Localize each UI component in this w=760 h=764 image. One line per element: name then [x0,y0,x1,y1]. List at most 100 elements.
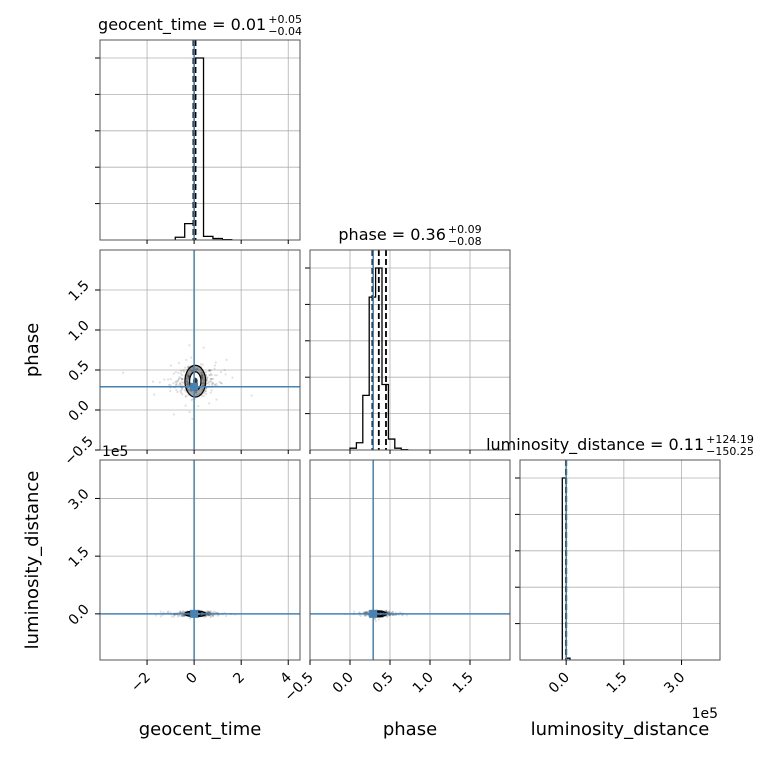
sample-point-2-251 [385,611,388,614]
sample-point-1-177 [181,611,184,614]
sample-point-0-251 [180,383,183,386]
sample-point-0-237 [213,367,216,370]
sample-point-0-94 [187,366,190,369]
sample-point-0-259 [176,379,179,383]
sample-point-2-333 [385,609,388,612]
sample-point-0-127 [201,373,204,376]
sample-point-0-86 [203,379,206,382]
sample-point-0-160 [177,377,181,380]
sample-point-0-284 [186,383,189,386]
xaxis-label-phase: phase [383,719,437,740]
sample-point-1-306 [203,615,206,619]
sample-point-2-343 [405,614,408,617]
sample-point-1-99 [181,610,185,613]
sample-point-0-19 [182,381,185,384]
sample-point-0-300 [202,380,205,383]
sample-point-2-252 [352,610,356,613]
sample-point-0-24 [178,375,181,379]
sample-point-0-202 [186,383,189,386]
sample-point-1-111 [216,614,219,617]
truth-marker-2 [369,609,378,618]
sample-point-0-360 [204,387,208,390]
sample-point-1-356 [182,610,185,614]
sample-point-0-257 [175,382,178,386]
sample-point-2-170 [367,610,370,613]
sample-point-0-236 [187,389,190,392]
sample-point-1-340 [205,614,208,618]
sample-point-1-216 [179,610,182,613]
sample-point-0-410 [202,382,205,385]
sample-point-0-396 [201,371,204,374]
sample-point-1-235 [182,614,185,617]
sample-point-1-102 [188,617,191,620]
sample-point-0-84 [218,380,221,384]
sample-point-2-383 [385,609,388,612]
xtick-label-phase-4: 1.5 [450,670,477,697]
sample-point-0-332 [180,388,183,391]
sample-point-2-112 [391,610,395,614]
sample-point-0-252 [180,377,184,380]
sample-point-0-384 [209,368,212,372]
sample-point-0-306 [197,405,200,408]
sample-point-0-266 [202,374,205,377]
truth-marker-1 [190,609,199,618]
sample-point-0-201 [205,377,208,380]
sample-point-0-335 [185,380,189,383]
sample-point-0-196 [250,394,253,397]
sample-point-1-0 [211,614,214,618]
sample-point-2-224 [358,611,361,614]
title-main-geocent_time: geocent_time = 0.01 [98,15,266,35]
sample-point-0-359 [174,380,177,383]
yaxis-label-luminosity_distance: luminosity_distance [22,471,43,650]
sample-point-0-402 [200,371,204,374]
title-plus-phase: +0.09 [448,223,482,236]
sample-point-2-229 [359,614,362,617]
sample-point-0-208 [185,378,188,382]
sample-point-0-112 [224,373,227,376]
sample-point-0-90 [185,368,188,371]
panel-frame-2 [309,459,511,661]
sample-point-0-185 [215,382,218,386]
sample-point-0-329 [153,393,156,396]
sample-point-0-96 [177,378,181,381]
title-phase: phase = 0.36 +0.09−0.08 [338,223,481,248]
sample-point-0-22 [187,381,190,385]
sample-point-0-108 [191,398,194,401]
sample-point-1-371 [159,610,162,613]
sample-point-1-70 [206,609,209,613]
sample-point-0-244 [166,378,170,381]
sample-point-2-387 [377,618,380,621]
sample-point-1-288 [170,615,174,618]
sample-point-0-336 [215,374,219,377]
sample-point-0-186 [210,389,213,392]
sample-point-0-223 [220,382,223,385]
sample-point-0-207 [179,391,183,394]
ytick-label-luminosity_distance-0: 0.0 [66,601,93,628]
sample-point-0-404 [181,369,184,372]
sample-point-0-285 [190,399,193,402]
sample-point-0-31 [178,382,182,385]
panel-bg-phase-luminosity_distance [310,460,510,660]
sample-point-0-209 [211,383,214,386]
sample-point-0-79 [214,384,217,387]
sample-point-0-394 [208,374,212,377]
sample-point-2-84 [401,614,404,617]
sample-point-0-147 [175,388,178,392]
sample-point-0-395 [188,374,191,378]
sample-point-0-379 [202,392,205,395]
sample-point-0-175 [122,371,125,374]
sample-point-0-338 [201,376,204,379]
sample-point-0-238 [168,383,171,387]
sample-point-2-362 [387,614,390,617]
sample-point-2-241 [364,611,368,614]
sample-point-0-297 [191,366,194,369]
sample-point-0-54 [196,393,199,397]
panel-group-geocent_time-phase [100,250,300,450]
sample-point-0-194 [201,363,205,366]
sample-point-0-406 [163,378,166,381]
sample-point-1-408 [207,611,210,614]
sample-point-0-187 [201,378,205,381]
panel-frame-1 [99,459,301,661]
sample-point-0-40 [208,369,211,372]
sample-point-1-134 [183,614,186,617]
